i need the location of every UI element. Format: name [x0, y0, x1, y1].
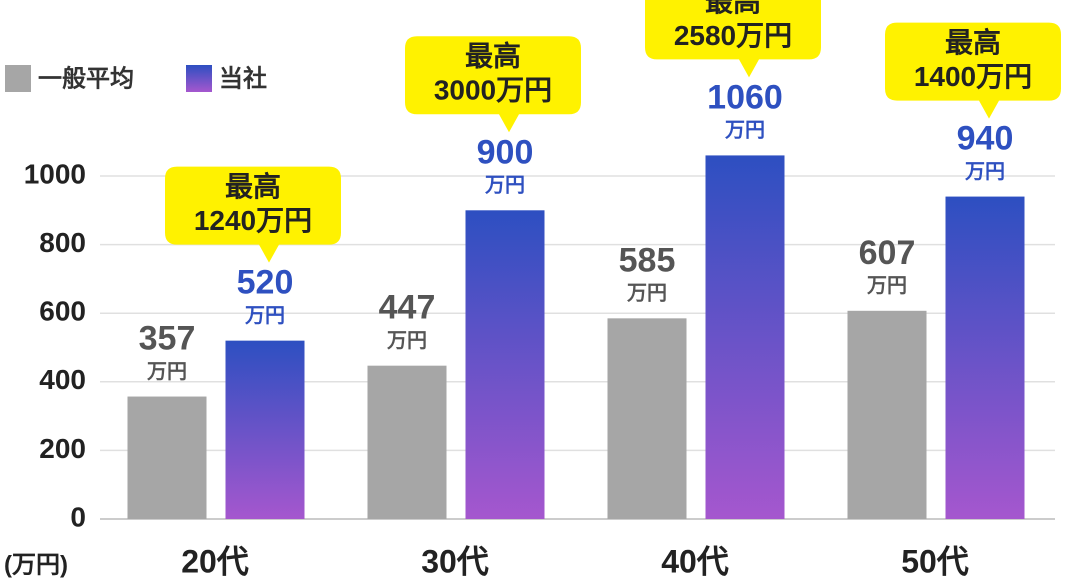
- y-tick-label: 1000: [24, 158, 86, 189]
- legend-swatch: [5, 65, 31, 92]
- callout-text: 3000万円: [434, 75, 552, 106]
- callout-text: 最高: [465, 41, 521, 72]
- bar: [465, 210, 545, 520]
- value-unit: 万円: [386, 330, 427, 352]
- y-tick-label: 0: [70, 501, 86, 532]
- value-unit: 万円: [866, 275, 907, 297]
- legend-swatch: [186, 65, 212, 92]
- callout-text: 2580万円: [674, 20, 792, 51]
- callout-text: 最高: [225, 171, 281, 202]
- value-label: 520: [237, 264, 294, 302]
- callout-box: [885, 22, 1061, 119]
- x-tick-label: 20代: [181, 543, 249, 579]
- value-unit: 万円: [484, 175, 525, 197]
- callout-box: [165, 166, 341, 263]
- value-label: 940: [957, 120, 1014, 158]
- y-tick-label: 600: [39, 296, 86, 327]
- value-label: 447: [379, 289, 436, 327]
- callout-box: [645, 0, 821, 78]
- value-label: 900: [477, 133, 534, 171]
- bar: [607, 318, 687, 519]
- x-tick-label: 40代: [661, 543, 729, 579]
- callout-text: 最高: [705, 0, 761, 17]
- bar: [847, 310, 927, 519]
- value-label: 607: [859, 234, 916, 272]
- value-label: 1060: [707, 78, 783, 116]
- value-label: 585: [619, 241, 676, 279]
- y-tick-label: 400: [39, 364, 86, 395]
- bar: [225, 340, 305, 519]
- bar: [127, 396, 207, 519]
- bar: [367, 365, 447, 519]
- y-tick-label: 200: [39, 433, 86, 464]
- value-label: 357: [139, 320, 196, 358]
- value-unit: 万円: [626, 283, 667, 305]
- value-unit: 万円: [244, 305, 285, 327]
- callout-text: 最高: [945, 27, 1001, 58]
- legend-label: 当社: [219, 64, 267, 92]
- callout-box: [405, 36, 581, 133]
- x-tick-label: 50代: [901, 543, 969, 579]
- y-tick-label: 800: [39, 227, 86, 258]
- callout-text: 1240万円: [194, 205, 312, 236]
- y-unit: (万円): [4, 551, 68, 578]
- value-unit: 万円: [146, 361, 187, 383]
- value-unit: 万円: [724, 120, 765, 142]
- legend-label: 一般平均: [38, 64, 134, 92]
- bar: [705, 155, 785, 520]
- x-tick-label: 30代: [421, 543, 489, 579]
- bar: [945, 196, 1025, 519]
- value-unit: 万円: [964, 161, 1005, 183]
- callout-text: 1400万円: [914, 61, 1032, 92]
